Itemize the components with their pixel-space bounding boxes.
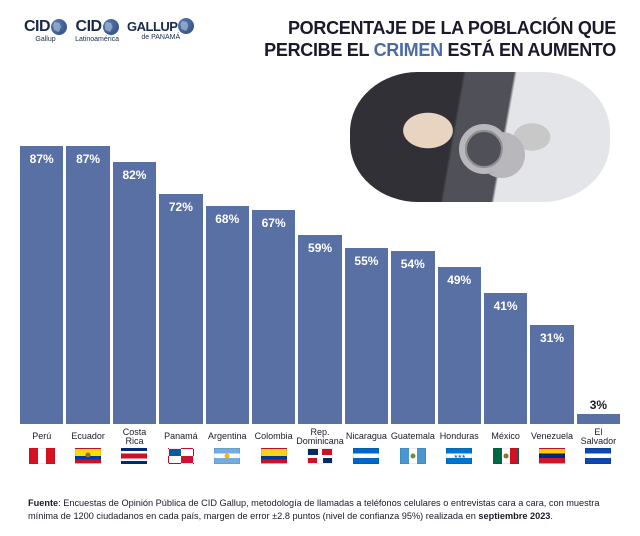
globe-icon [178, 18, 194, 34]
flag-icon [261, 448, 287, 464]
footer-tail: . [550, 511, 553, 521]
bar-group: 54% Guatemala [391, 251, 434, 464]
bar: 59% [298, 235, 341, 424]
flag-icon [307, 448, 333, 464]
bar-group: 59% Rep. Dominicana [298, 235, 341, 464]
source-footer: Fuente: Encuestas de Opinión Pública de … [28, 497, 612, 522]
bar-label: México [491, 428, 520, 446]
bar: 31% [530, 325, 573, 424]
bar-value: 3% [590, 398, 607, 414]
bar-label: Colombia [255, 428, 293, 446]
bar: 41% [484, 293, 527, 424]
bar-value: 68% [215, 206, 239, 226]
bar-group: 87% Ecuador [66, 146, 109, 464]
bar-value: 49% [447, 267, 471, 287]
flag-icon [353, 448, 379, 464]
bar-group: 72% Panamá [159, 194, 202, 464]
bar: 67% [252, 210, 295, 424]
bar-value: 55% [354, 248, 378, 268]
bar: 72% [159, 194, 202, 424]
bar-label: Guatemala [391, 428, 435, 446]
bar: 68% [206, 206, 249, 424]
bar: 54% [391, 251, 434, 424]
bar-label: Venezuela [531, 428, 573, 446]
logo-text: CID [76, 18, 102, 36]
flag-icon [585, 448, 611, 464]
flag-icon [539, 448, 565, 464]
bar-group: 55% Nicaragua [345, 248, 388, 464]
page-title: PORCENTAJE DE LA POBLACIÓN QUE PERCIBE E… [194, 18, 616, 61]
bar-label: Costa Rica [113, 428, 156, 446]
bar-label: Honduras [440, 428, 479, 446]
globe-icon [51, 19, 67, 35]
bar-group: 31% Venezuela [530, 325, 573, 464]
logo-subtext: Latinoamérica [75, 36, 119, 43]
logo-text: CID [24, 18, 50, 36]
title-line-2: PERCIBE EL CRIMEN ESTÁ EN AUMENTO [206, 40, 616, 62]
bar-label: Rep. Dominicana [296, 428, 344, 446]
bar-value: 54% [401, 251, 425, 271]
bar-value: 59% [308, 235, 332, 255]
bar-group: 82% Costa Rica [113, 162, 156, 464]
bar-group: 67% Colombia [252, 210, 295, 464]
bar-label: Argentina [208, 428, 247, 446]
flag-icon [446, 448, 472, 464]
bar-label: Perú [32, 428, 51, 446]
bar-label: Ecuador [71, 428, 105, 446]
bar-value: 41% [494, 293, 518, 313]
flag-icon [121, 448, 147, 464]
crime-perception-bar-chart: 87% Perú 87% Ecuador 82% Costa Rica 72% … [20, 104, 620, 464]
flag-icon [214, 448, 240, 464]
logo-gallup-panama: GALLUP de PANAMÁ [127, 18, 194, 41]
bar-label: Nicaragua [346, 428, 387, 446]
bar: 87% [66, 146, 109, 424]
bar-group: 3% El Salvador [577, 398, 620, 464]
footer-date: septiembre 2023 [478, 511, 550, 521]
bar-label: Panamá [164, 428, 198, 446]
footer-label: Fuente [28, 498, 58, 508]
globe-icon [103, 19, 119, 35]
flag-icon [493, 448, 519, 464]
bar-group: 41% México [484, 293, 527, 464]
bar-value: 31% [540, 325, 564, 345]
logo-cid-la: CID Latinoamérica [75, 18, 119, 43]
bar-group: 87% Perú [20, 146, 63, 464]
logo-subtext: Gallup [35, 36, 55, 43]
logo-row: CID Gallup CID Latinoamérica GALLUP de P… [24, 18, 194, 43]
flag-icon [29, 448, 55, 464]
logo-text: GALLUP [127, 19, 177, 34]
bar-label: El Salvador [577, 428, 620, 446]
bar: 82% [113, 162, 156, 424]
bar-value: 72% [169, 194, 193, 214]
header: CID Gallup CID Latinoamérica GALLUP de P… [0, 0, 640, 67]
bar: 49% [438, 267, 481, 424]
bar [577, 414, 620, 424]
bar: 87% [20, 146, 63, 424]
title-line-1: PORCENTAJE DE LA POBLACIÓN QUE [206, 18, 616, 40]
flag-icon [168, 448, 194, 464]
bar-group: 49% Honduras [438, 267, 481, 464]
logo-cid-gallup: CID Gallup [24, 18, 67, 43]
bar-value: 87% [30, 146, 54, 166]
bar: 55% [345, 248, 388, 424]
flag-icon [75, 448, 101, 464]
bar-value: 87% [76, 146, 100, 166]
bar-value: 82% [122, 162, 146, 182]
logo-subtext: de PANAMÁ [141, 34, 180, 41]
title-highlight: CRIMEN [374, 40, 443, 60]
bar-value: 67% [262, 210, 286, 230]
flag-icon [400, 448, 426, 464]
bar-group: 68% Argentina [206, 206, 249, 464]
